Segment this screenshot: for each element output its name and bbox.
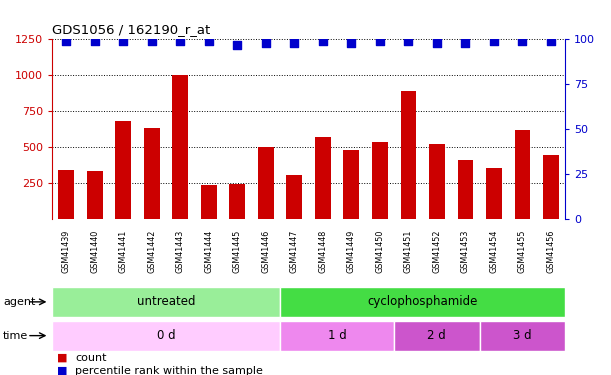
Point — [175, 38, 185, 44]
Point — [61, 38, 71, 44]
Text: GSM41455: GSM41455 — [518, 230, 527, 273]
Bar — [287, 176, 302, 219]
Text: untreated: untreated — [137, 296, 196, 308]
Point — [461, 40, 470, 46]
Text: GSM41443: GSM41443 — [176, 230, 185, 273]
Bar — [315, 136, 331, 219]
Bar — [280, 287, 565, 317]
Text: ■: ■ — [57, 353, 68, 363]
Point — [204, 38, 214, 44]
Point — [346, 40, 356, 46]
Text: GSM41439: GSM41439 — [62, 230, 71, 273]
Text: 3 d: 3 d — [513, 329, 532, 342]
Bar — [486, 168, 502, 219]
Text: GSM41449: GSM41449 — [347, 230, 356, 273]
Bar — [144, 128, 159, 219]
Point — [90, 38, 100, 44]
Text: 0 d: 0 d — [156, 329, 175, 342]
Text: 2 d: 2 d — [428, 329, 446, 342]
Bar — [229, 184, 245, 219]
Text: GSM41451: GSM41451 — [404, 230, 413, 273]
Text: cyclophosphamide: cyclophosphamide — [367, 296, 478, 308]
Point — [518, 38, 527, 44]
Text: GSM41444: GSM41444 — [204, 230, 213, 273]
Point — [232, 42, 242, 48]
Bar — [372, 142, 388, 219]
Bar — [52, 287, 280, 317]
Bar — [172, 75, 188, 219]
Text: time: time — [3, 331, 28, 340]
Point — [403, 38, 413, 44]
Text: 1 d: 1 d — [327, 329, 346, 342]
Text: percentile rank within the sample: percentile rank within the sample — [75, 366, 263, 375]
Point — [119, 38, 128, 44]
Bar — [429, 144, 445, 219]
Text: GSM41447: GSM41447 — [290, 230, 299, 273]
Bar — [543, 154, 559, 219]
Bar — [87, 171, 103, 219]
Bar — [514, 130, 530, 219]
Bar — [280, 321, 394, 351]
Text: GSM41453: GSM41453 — [461, 230, 470, 273]
Text: GSM41441: GSM41441 — [119, 230, 128, 273]
Text: GSM41448: GSM41448 — [318, 230, 327, 273]
Text: agent: agent — [3, 297, 35, 307]
Bar — [201, 185, 216, 219]
Bar — [401, 91, 416, 219]
Point — [489, 38, 499, 44]
Text: GSM41450: GSM41450 — [375, 230, 384, 273]
Bar — [115, 121, 131, 219]
Bar — [394, 321, 480, 351]
Point — [432, 40, 442, 46]
Text: GSM41446: GSM41446 — [262, 230, 270, 273]
Text: GSM41445: GSM41445 — [233, 230, 242, 273]
Text: GSM41456: GSM41456 — [546, 230, 555, 273]
Text: count: count — [75, 353, 106, 363]
Text: GDS1056 / 162190_r_at: GDS1056 / 162190_r_at — [52, 22, 210, 36]
Bar — [52, 321, 280, 351]
Point — [290, 40, 299, 46]
Point — [546, 38, 556, 44]
Point — [261, 40, 271, 46]
Point — [147, 38, 156, 44]
Text: GSM41452: GSM41452 — [433, 230, 441, 273]
Bar — [458, 160, 473, 219]
Point — [375, 38, 385, 44]
Text: GSM41442: GSM41442 — [147, 230, 156, 273]
Bar — [59, 170, 74, 219]
Point — [318, 38, 327, 44]
Bar — [480, 321, 565, 351]
Bar — [343, 150, 359, 219]
Bar — [258, 147, 274, 219]
Text: GSM41440: GSM41440 — [90, 230, 99, 273]
Text: ■: ■ — [57, 366, 68, 375]
Text: GSM41454: GSM41454 — [489, 230, 499, 273]
